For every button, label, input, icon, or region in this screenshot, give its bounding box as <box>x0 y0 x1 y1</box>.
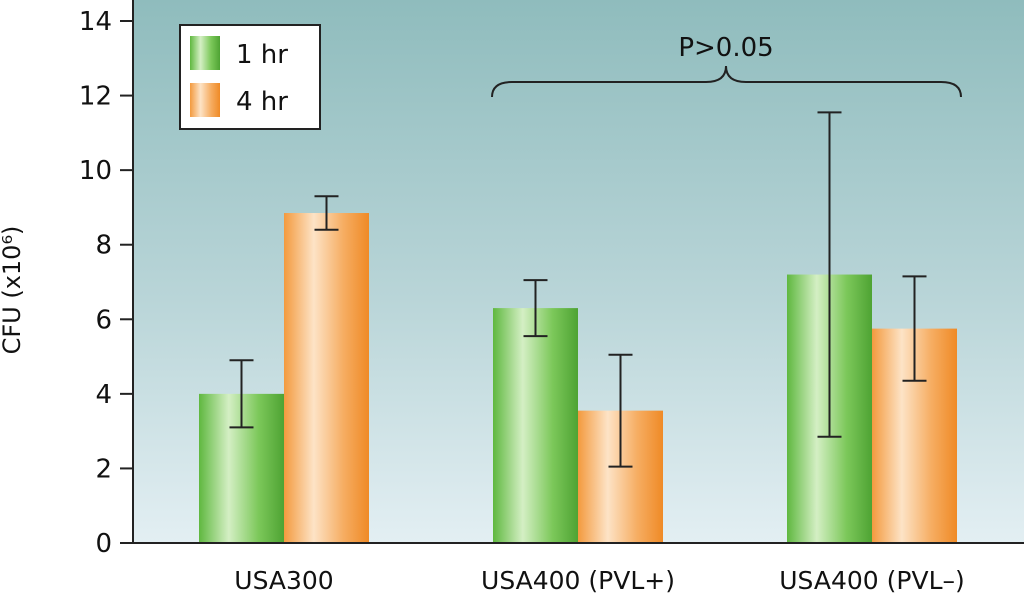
y-ticks-layer: 0 2 4 6 8 10 12 14 <box>79 7 133 559</box>
significance-brace <box>491 65 962 98</box>
legend-swatch-4hr <box>190 83 220 117</box>
error-bars-layer <box>229 111 927 468</box>
category-label: USA400 (PVL+) <box>481 566 675 595</box>
x-labels-layer: USA300 USA400 (PVL+) USA400 (PVL–) <box>234 566 964 595</box>
y-tick-label: 4 <box>95 380 112 410</box>
legend-label-1hr: 1 hr <box>236 40 288 70</box>
y-tick-label: 0 <box>95 529 112 559</box>
y-tick-label: 2 <box>95 454 112 484</box>
y-tick-label: 6 <box>95 305 112 335</box>
bar-1hr-1 <box>493 308 578 543</box>
category-label: USA400 (PVL–) <box>779 566 965 595</box>
legend-label-4hr: 4 hr <box>236 87 288 117</box>
y-tick-label: 12 <box>79 82 112 112</box>
y-tick-label: 10 <box>79 156 112 186</box>
y-tick-label: 14 <box>79 7 112 37</box>
category-label: USA300 <box>234 566 333 595</box>
significance-annotation: P>0.05 <box>491 33 962 98</box>
legend: 1 hr 4 hr <box>179 24 321 130</box>
legend-swatch-1hr <box>190 36 220 70</box>
bar-4hr-0 <box>284 213 369 543</box>
y-tick-label: 8 <box>95 231 112 261</box>
significance-label: P>0.05 <box>678 33 773 63</box>
y-axis-label: CFU (x10⁶) <box>0 226 26 355</box>
